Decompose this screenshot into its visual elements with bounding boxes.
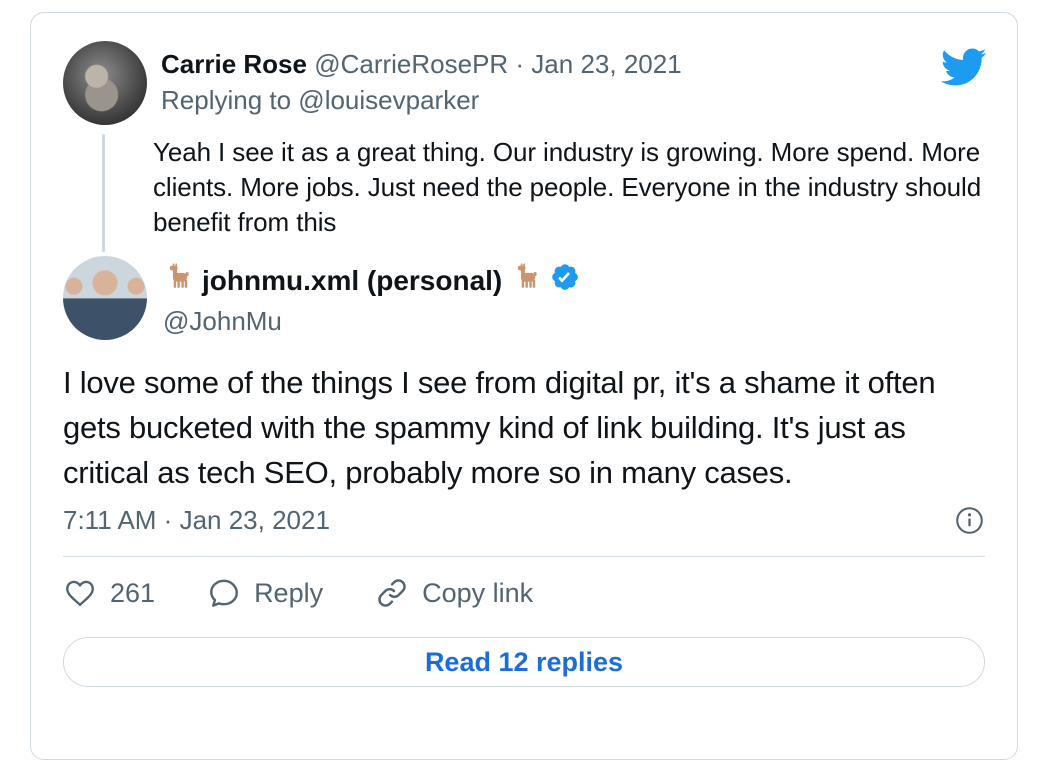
copy-link-label: Copy link xyxy=(422,577,534,608)
reply-button[interactable]: Reply xyxy=(207,576,323,610)
info-icon[interactable] xyxy=(954,505,985,536)
like-count: 261 xyxy=(110,577,156,608)
tweet-actions: 261 Reply Copy link xyxy=(63,571,985,615)
tweet-timestamp[interactable]: 7:11 AM · Jan 23, 2021 xyxy=(63,505,330,535)
reply-label: Reply xyxy=(254,577,324,608)
twitter-logo-icon[interactable] xyxy=(939,43,987,91)
main-author-avatar[interactable] xyxy=(63,256,147,340)
tweet-text: I love some of the things I see from dig… xyxy=(63,365,936,490)
copy-link-button[interactable]: Copy link xyxy=(375,576,533,610)
heart-icon xyxy=(63,576,97,610)
main-author-handle[interactable]: @JohnMu xyxy=(163,306,282,336)
speech-bubble-icon xyxy=(207,576,241,610)
reply-author-name[interactable]: Carrie Rose xyxy=(161,49,307,79)
llama-icon xyxy=(511,262,541,300)
main-author-name[interactable]: johnmu.xml (personal) xyxy=(202,265,503,296)
read-replies-button[interactable]: Read 12 replies xyxy=(63,637,985,687)
like-button[interactable]: 261 xyxy=(63,576,155,610)
llama-icon xyxy=(163,262,193,300)
link-icon xyxy=(375,576,409,610)
main-author-header: johnmu.xml (personal) xyxy=(63,256,985,340)
reply-author-text: Carrie Rose @CarrieRosePR · Jan 23, 2021… xyxy=(161,41,682,125)
thread-connector-line xyxy=(102,134,105,252)
verified-badge-icon xyxy=(550,262,580,300)
reply-author-avatar[interactable] xyxy=(63,41,147,125)
reply-author-meta[interactable]: @CarrieRosePR · Jan 23, 2021 xyxy=(314,49,682,79)
reply-author-header: Carrie Rose @CarrieRosePR · Jan 23, 2021… xyxy=(63,41,987,125)
tweet-card: Carrie Rose @CarrieRosePR · Jan 23, 2021… xyxy=(30,12,1018,760)
reply-tweet-text: Yeah I see it as a great thing. Our indu… xyxy=(153,137,982,237)
replying-to-label[interactable]: Replying to @louisevparker xyxy=(161,85,480,115)
divider xyxy=(63,556,985,557)
